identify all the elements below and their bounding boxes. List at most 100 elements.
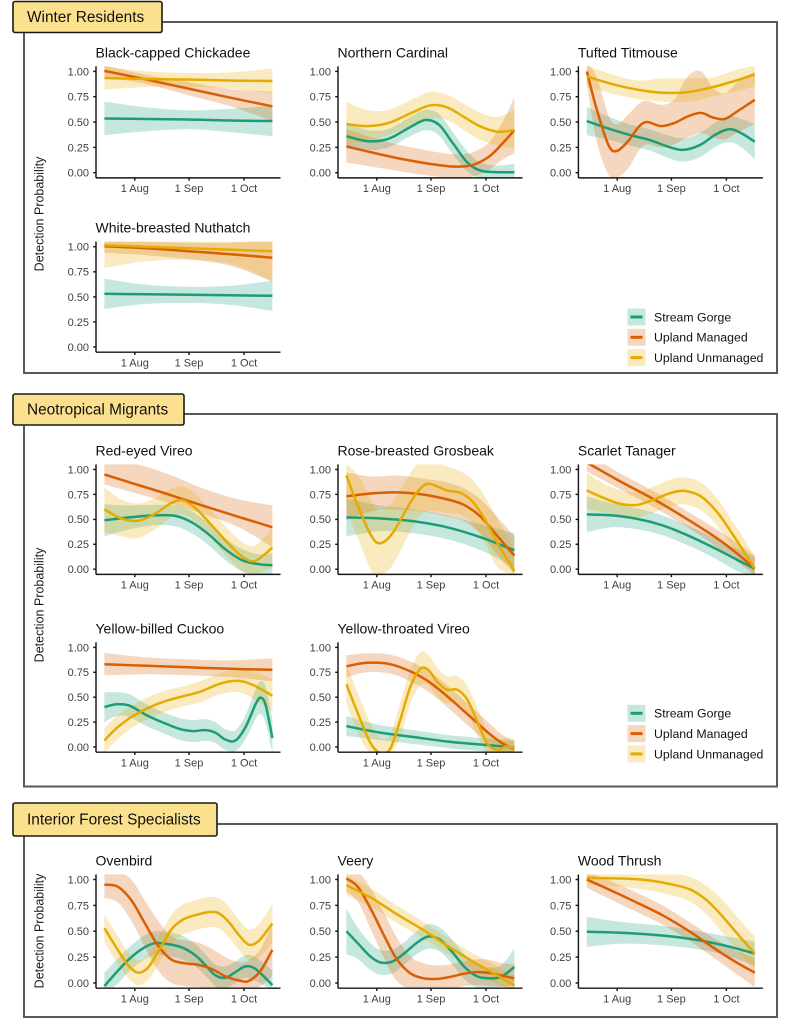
- svg-text:1 Aug: 1 Aug: [603, 993, 631, 1005]
- svg-text:0.25: 0.25: [550, 142, 571, 154]
- svg-text:1 Sep: 1 Sep: [417, 993, 446, 1005]
- svg-text:0.00: 0.00: [68, 342, 89, 354]
- svg-text:1.00: 1.00: [550, 874, 571, 886]
- svg-text:0.50: 0.50: [68, 514, 89, 526]
- svg-text:Black-capped Chickadee: Black-capped Chickadee: [96, 44, 251, 60]
- svg-text:1.00: 1.00: [310, 464, 331, 476]
- svg-text:0.50: 0.50: [68, 117, 89, 129]
- svg-text:Upland Managed: Upland Managed: [654, 727, 748, 741]
- svg-text:Stream Gorge: Stream Gorge: [654, 310, 731, 324]
- svg-text:Upland Unmanaged: Upland Unmanaged: [654, 747, 764, 761]
- svg-text:1.00: 1.00: [68, 464, 89, 476]
- svg-text:1 Aug: 1 Aug: [363, 993, 391, 1005]
- svg-text:1.00: 1.00: [550, 66, 571, 78]
- svg-text:1 Oct: 1 Oct: [231, 580, 257, 592]
- svg-text:0.00: 0.00: [68, 564, 89, 576]
- svg-text:0.25: 0.25: [550, 539, 571, 551]
- svg-text:0.75: 0.75: [68, 92, 89, 104]
- svg-text:0.75: 0.75: [68, 900, 89, 912]
- svg-text:0.25: 0.25: [310, 142, 331, 154]
- svg-text:1.00: 1.00: [68, 642, 89, 654]
- svg-text:1 Aug: 1 Aug: [121, 757, 149, 769]
- svg-text:0.75: 0.75: [68, 267, 89, 279]
- svg-text:0.75: 0.75: [550, 92, 571, 104]
- svg-text:1 Sep: 1 Sep: [657, 183, 686, 195]
- svg-text:Ovenbird: Ovenbird: [96, 853, 153, 869]
- svg-text:0.75: 0.75: [550, 900, 571, 912]
- svg-text:0.50: 0.50: [310, 514, 331, 526]
- svg-text:0.00: 0.00: [550, 978, 571, 990]
- svg-text:0.00: 0.00: [550, 168, 571, 180]
- svg-text:Detection Probability: Detection Probability: [33, 156, 47, 271]
- svg-text:0.00: 0.00: [310, 564, 331, 576]
- svg-text:0.00: 0.00: [310, 168, 331, 180]
- svg-text:Yellow-throated Vireo: Yellow-throated Vireo: [338, 620, 471, 636]
- svg-text:Neotropical Migrants: Neotropical Migrants: [27, 402, 168, 419]
- svg-text:1 Sep: 1 Sep: [417, 757, 446, 769]
- svg-text:1 Aug: 1 Aug: [121, 580, 149, 592]
- svg-text:1 Aug: 1 Aug: [363, 757, 391, 769]
- svg-text:0.25: 0.25: [310, 539, 331, 551]
- svg-text:Wood Thrush: Wood Thrush: [578, 853, 662, 869]
- svg-text:1.00: 1.00: [310, 642, 331, 654]
- svg-text:0.50: 0.50: [550, 117, 571, 129]
- svg-text:Upland Unmanaged: Upland Unmanaged: [654, 351, 764, 365]
- svg-text:1 Sep: 1 Sep: [657, 580, 686, 592]
- svg-text:Yellow-billed Cuckoo: Yellow-billed Cuckoo: [96, 620, 225, 636]
- svg-text:1 Oct: 1 Oct: [473, 580, 499, 592]
- svg-text:1 Oct: 1 Oct: [713, 183, 739, 195]
- svg-text:0.00: 0.00: [68, 168, 89, 180]
- svg-text:0.50: 0.50: [68, 692, 89, 704]
- svg-text:0.75: 0.75: [310, 92, 331, 104]
- svg-text:White-breasted Nuthatch: White-breasted Nuthatch: [96, 220, 251, 236]
- svg-text:0.75: 0.75: [550, 489, 571, 501]
- svg-text:1.00: 1.00: [310, 66, 331, 78]
- svg-text:Rose-breasted Grosbeak: Rose-breasted Grosbeak: [338, 443, 495, 459]
- svg-text:0.25: 0.25: [68, 539, 89, 551]
- svg-text:1 Sep: 1 Sep: [417, 183, 446, 195]
- svg-text:Stream Gorge: Stream Gorge: [654, 707, 731, 721]
- svg-text:Detection Probability: Detection Probability: [33, 547, 47, 662]
- svg-text:Red-eyed Vireo: Red-eyed Vireo: [96, 443, 193, 459]
- svg-text:1.00: 1.00: [68, 242, 89, 254]
- svg-text:1 Oct: 1 Oct: [473, 757, 499, 769]
- svg-text:Tufted Titmouse: Tufted Titmouse: [578, 44, 678, 60]
- svg-text:Northern Cardinal: Northern Cardinal: [338, 44, 449, 60]
- svg-text:1.00: 1.00: [68, 66, 89, 78]
- svg-text:1 Oct: 1 Oct: [231, 183, 257, 195]
- svg-text:0.75: 0.75: [310, 667, 331, 679]
- svg-text:Interior Forest Specialists: Interior Forest Specialists: [27, 812, 201, 829]
- svg-text:1.00: 1.00: [68, 874, 89, 886]
- svg-text:0.00: 0.00: [68, 742, 89, 754]
- svg-text:0.50: 0.50: [68, 292, 89, 304]
- svg-text:1 Sep: 1 Sep: [175, 993, 204, 1005]
- svg-text:1 Oct: 1 Oct: [713, 580, 739, 592]
- svg-text:0.00: 0.00: [550, 564, 571, 576]
- svg-text:0.50: 0.50: [550, 926, 571, 938]
- svg-text:1 Sep: 1 Sep: [175, 357, 204, 369]
- svg-text:1 Sep: 1 Sep: [657, 993, 686, 1005]
- svg-text:1 Sep: 1 Sep: [175, 183, 204, 195]
- svg-text:0.25: 0.25: [68, 717, 89, 729]
- svg-text:0.25: 0.25: [310, 952, 331, 964]
- svg-text:0.00: 0.00: [310, 978, 331, 990]
- svg-text:1 Aug: 1 Aug: [363, 580, 391, 592]
- svg-text:Winter Residents: Winter Residents: [27, 9, 144, 26]
- svg-text:Scarlet Tanager: Scarlet Tanager: [578, 443, 676, 459]
- svg-text:1 Aug: 1 Aug: [603, 183, 631, 195]
- svg-text:1.00: 1.00: [310, 874, 331, 886]
- svg-text:0.50: 0.50: [68, 926, 89, 938]
- svg-text:1.00: 1.00: [550, 464, 571, 476]
- svg-text:1 Oct: 1 Oct: [713, 993, 739, 1005]
- svg-text:0.75: 0.75: [310, 900, 331, 912]
- svg-text:1 Sep: 1 Sep: [175, 580, 204, 592]
- svg-text:1 Sep: 1 Sep: [175, 757, 204, 769]
- svg-text:0.50: 0.50: [550, 514, 571, 526]
- svg-text:1 Oct: 1 Oct: [231, 357, 257, 369]
- svg-text:1 Oct: 1 Oct: [473, 993, 499, 1005]
- svg-text:0.75: 0.75: [68, 489, 89, 501]
- svg-text:0.25: 0.25: [310, 717, 331, 729]
- svg-text:0.50: 0.50: [310, 692, 331, 704]
- svg-text:0.00: 0.00: [68, 978, 89, 990]
- svg-text:1 Aug: 1 Aug: [121, 993, 149, 1005]
